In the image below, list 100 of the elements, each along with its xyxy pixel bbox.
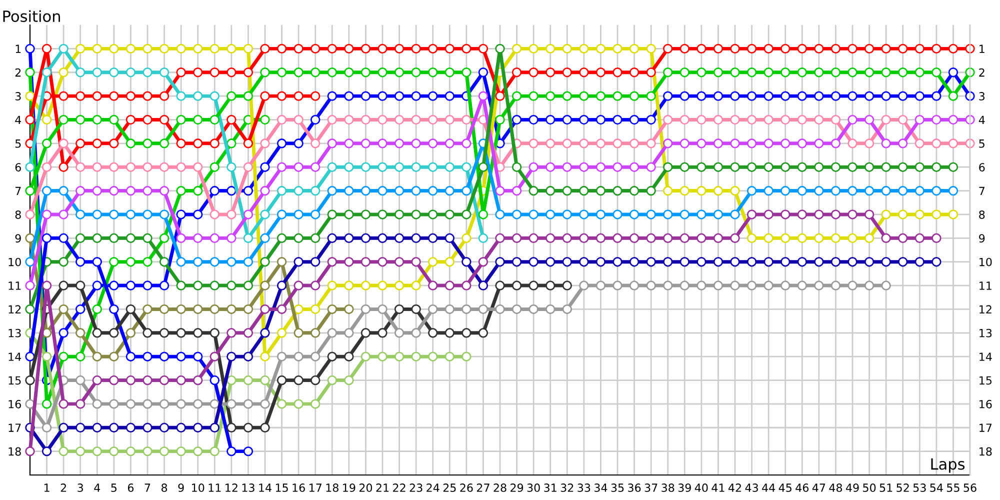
point [848,114,858,125]
point [92,304,102,314]
point [462,233,472,244]
point [344,114,354,125]
y2-tick-label: 11 [980,282,992,290]
point [378,114,388,125]
point [243,210,254,220]
point [411,328,421,338]
point [344,256,354,267]
point [746,186,757,196]
point [528,91,538,101]
point [142,114,152,125]
point [914,162,925,172]
point [394,328,404,338]
point [411,44,421,54]
point [780,162,790,172]
point [344,375,354,386]
point [932,210,942,220]
point [444,186,455,196]
point [596,256,606,267]
point [192,114,203,125]
point [428,328,438,338]
point [612,91,622,101]
point [25,280,35,290]
point [109,186,119,196]
point [276,114,287,125]
point [260,210,270,220]
point [444,352,455,362]
point [881,138,891,148]
point [394,352,404,362]
point [948,138,958,148]
x-tick-label: 45 [778,484,792,492]
point [612,162,622,172]
point [192,422,203,432]
point [545,162,556,172]
point [797,162,808,172]
y-tick-label: 5 [15,140,21,148]
point [142,138,152,148]
point [579,44,589,54]
point [344,138,354,148]
point [629,91,640,101]
point [109,210,119,220]
point [495,44,505,54]
point [176,210,186,220]
point [512,162,522,172]
point [310,114,320,125]
point [596,280,606,290]
point [294,114,304,125]
x-tick-label: 52 [896,484,909,492]
point [58,352,68,362]
point [75,44,86,54]
point [696,114,706,125]
point [914,44,925,54]
point [276,304,287,314]
point [428,186,438,196]
point [210,210,220,220]
point [109,375,119,386]
point [176,352,186,362]
x-tick-label: 11 [208,484,221,492]
point [478,91,488,101]
point [327,256,338,267]
y2-tick-label: 18 [980,447,992,456]
point [109,44,119,54]
point [428,114,438,125]
point [226,280,236,290]
point [75,114,86,125]
point [696,186,706,196]
x-axis-title: Laps [931,458,965,473]
point [176,233,186,244]
point [176,280,186,290]
x-tick-label: 21 [376,484,389,492]
point [142,210,152,220]
point [142,422,152,432]
point [864,91,874,101]
y-tick-label: 15 [8,376,21,385]
point [881,186,891,196]
point [932,68,942,78]
point [814,68,824,78]
point [159,280,170,290]
point [662,256,673,267]
point [848,210,858,220]
point [243,399,254,409]
point [159,186,170,196]
point [411,210,421,220]
point [75,162,86,172]
point [294,304,304,314]
point [730,256,740,267]
point [646,210,656,220]
point [680,280,690,290]
point [848,138,858,148]
point [310,233,320,244]
point [881,233,891,244]
y-axis-title: Position [3,10,60,22]
y-tick-label: 3 [15,92,21,100]
x-tick-label: 42 [728,484,741,492]
point [344,328,354,338]
point [192,68,203,78]
point [276,328,287,338]
y2-tick-label: 5 [979,140,984,148]
point [478,304,488,314]
